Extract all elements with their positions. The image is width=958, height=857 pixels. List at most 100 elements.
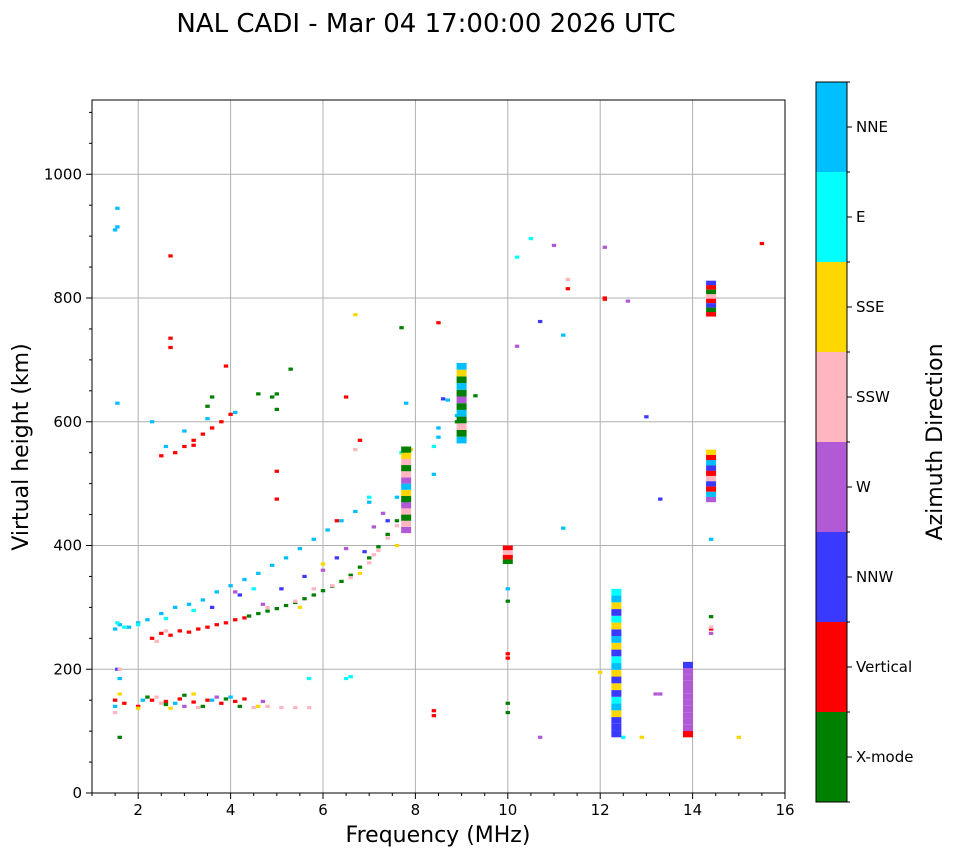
echo-point [682, 661, 693, 669]
echo-point [611, 703, 622, 711]
echo-point [682, 705, 693, 713]
axis-ticks: 2 4 6 8 10 12 14 16 0 200 400 600 800 1000 [44, 111, 795, 819]
echo-point [682, 674, 693, 681]
grid [92, 100, 785, 793]
echo-point [682, 699, 693, 706]
echo-point [228, 412, 233, 416]
echo-point [611, 690, 622, 697]
echo-point [353, 509, 358, 514]
echo-point [456, 362, 467, 370]
echo-point [708, 625, 714, 629]
echo-point [274, 469, 279, 473]
x-tick-label: 6 [318, 801, 328, 819]
echo-point [653, 692, 658, 696]
echo-point [302, 574, 307, 579]
echo-point [246, 614, 252, 618]
echo-point [283, 603, 289, 608]
echo-point [505, 656, 510, 660]
echo-point [209, 698, 215, 702]
echo-point [145, 618, 150, 622]
echo-point [182, 429, 187, 433]
echo-point [708, 537, 714, 541]
echo-point [682, 693, 693, 700]
echo-point [644, 415, 649, 419]
echo-point [191, 608, 196, 613]
echo-point [431, 714, 437, 718]
echo-point [274, 392, 279, 396]
echo-point [367, 556, 372, 560]
echo-point [122, 625, 127, 629]
echo-point [149, 420, 155, 424]
y-tick-label: 800 [53, 289, 82, 307]
echo-point [401, 496, 412, 503]
echo-point [514, 344, 520, 348]
echo-point [658, 692, 663, 696]
echo-point [209, 395, 215, 399]
echo-point [505, 587, 510, 591]
echo-point [154, 639, 159, 644]
echo-point [209, 605, 215, 609]
echo-point [505, 701, 510, 705]
x-tick-label: 4 [226, 801, 236, 819]
echo-point [191, 443, 196, 447]
echo-point [265, 609, 270, 613]
echo-point [168, 336, 173, 340]
echo-point [502, 550, 513, 555]
echo-point [163, 702, 169, 707]
echo-point [682, 712, 693, 719]
echo-point [473, 394, 478, 398]
echo-point [611, 636, 622, 643]
echo-point [293, 706, 298, 710]
echo-point [200, 432, 206, 436]
echo-point [611, 696, 622, 704]
echo-point [112, 698, 118, 702]
echo-point [325, 528, 330, 532]
echo-point [537, 319, 543, 324]
echo-point [440, 397, 446, 401]
echo-point [385, 532, 390, 536]
echo-point [380, 511, 386, 515]
echo-point [401, 458, 412, 466]
echo-point [401, 446, 412, 453]
echo-point [456, 396, 467, 404]
echo-point [602, 297, 608, 301]
echo-point [293, 599, 298, 603]
echo-points [112, 206, 765, 739]
echo-point [112, 228, 118, 232]
echo-point [611, 676, 622, 684]
y-tick-label: 0 [72, 784, 82, 802]
echo-point [306, 676, 312, 681]
echo-point [115, 225, 120, 229]
echo-point [611, 730, 622, 738]
echo-point [136, 706, 141, 710]
echo-point [159, 701, 164, 705]
echo-point [456, 409, 467, 417]
colorbar-segment [816, 172, 847, 262]
echo-point [445, 398, 450, 402]
echo-point [149, 698, 155, 702]
echo-point [177, 697, 182, 701]
y-axis-label: Virtual height (km) [9, 343, 34, 550]
echo-point [159, 611, 164, 616]
echo-point [343, 546, 349, 551]
echo-point [394, 519, 400, 523]
echo-point [706, 298, 717, 304]
colorbar-frame [815, 81, 848, 803]
echo-point [122, 701, 127, 705]
echo-point [357, 565, 363, 569]
y-tick-label: 200 [53, 660, 82, 678]
echo-point [401, 465, 412, 472]
echo-point [611, 615, 622, 623]
echo-point [117, 667, 122, 671]
echo-point [682, 718, 693, 725]
echo-point [297, 546, 303, 551]
echo-point [611, 609, 622, 616]
echo-point [611, 595, 622, 603]
echo-point [394, 524, 400, 528]
echo-point [706, 496, 717, 503]
echo-point [401, 471, 412, 478]
echo-point [505, 652, 510, 656]
y-tick-label: 400 [53, 537, 82, 555]
echo-point [611, 642, 622, 650]
echo-point [348, 573, 353, 577]
